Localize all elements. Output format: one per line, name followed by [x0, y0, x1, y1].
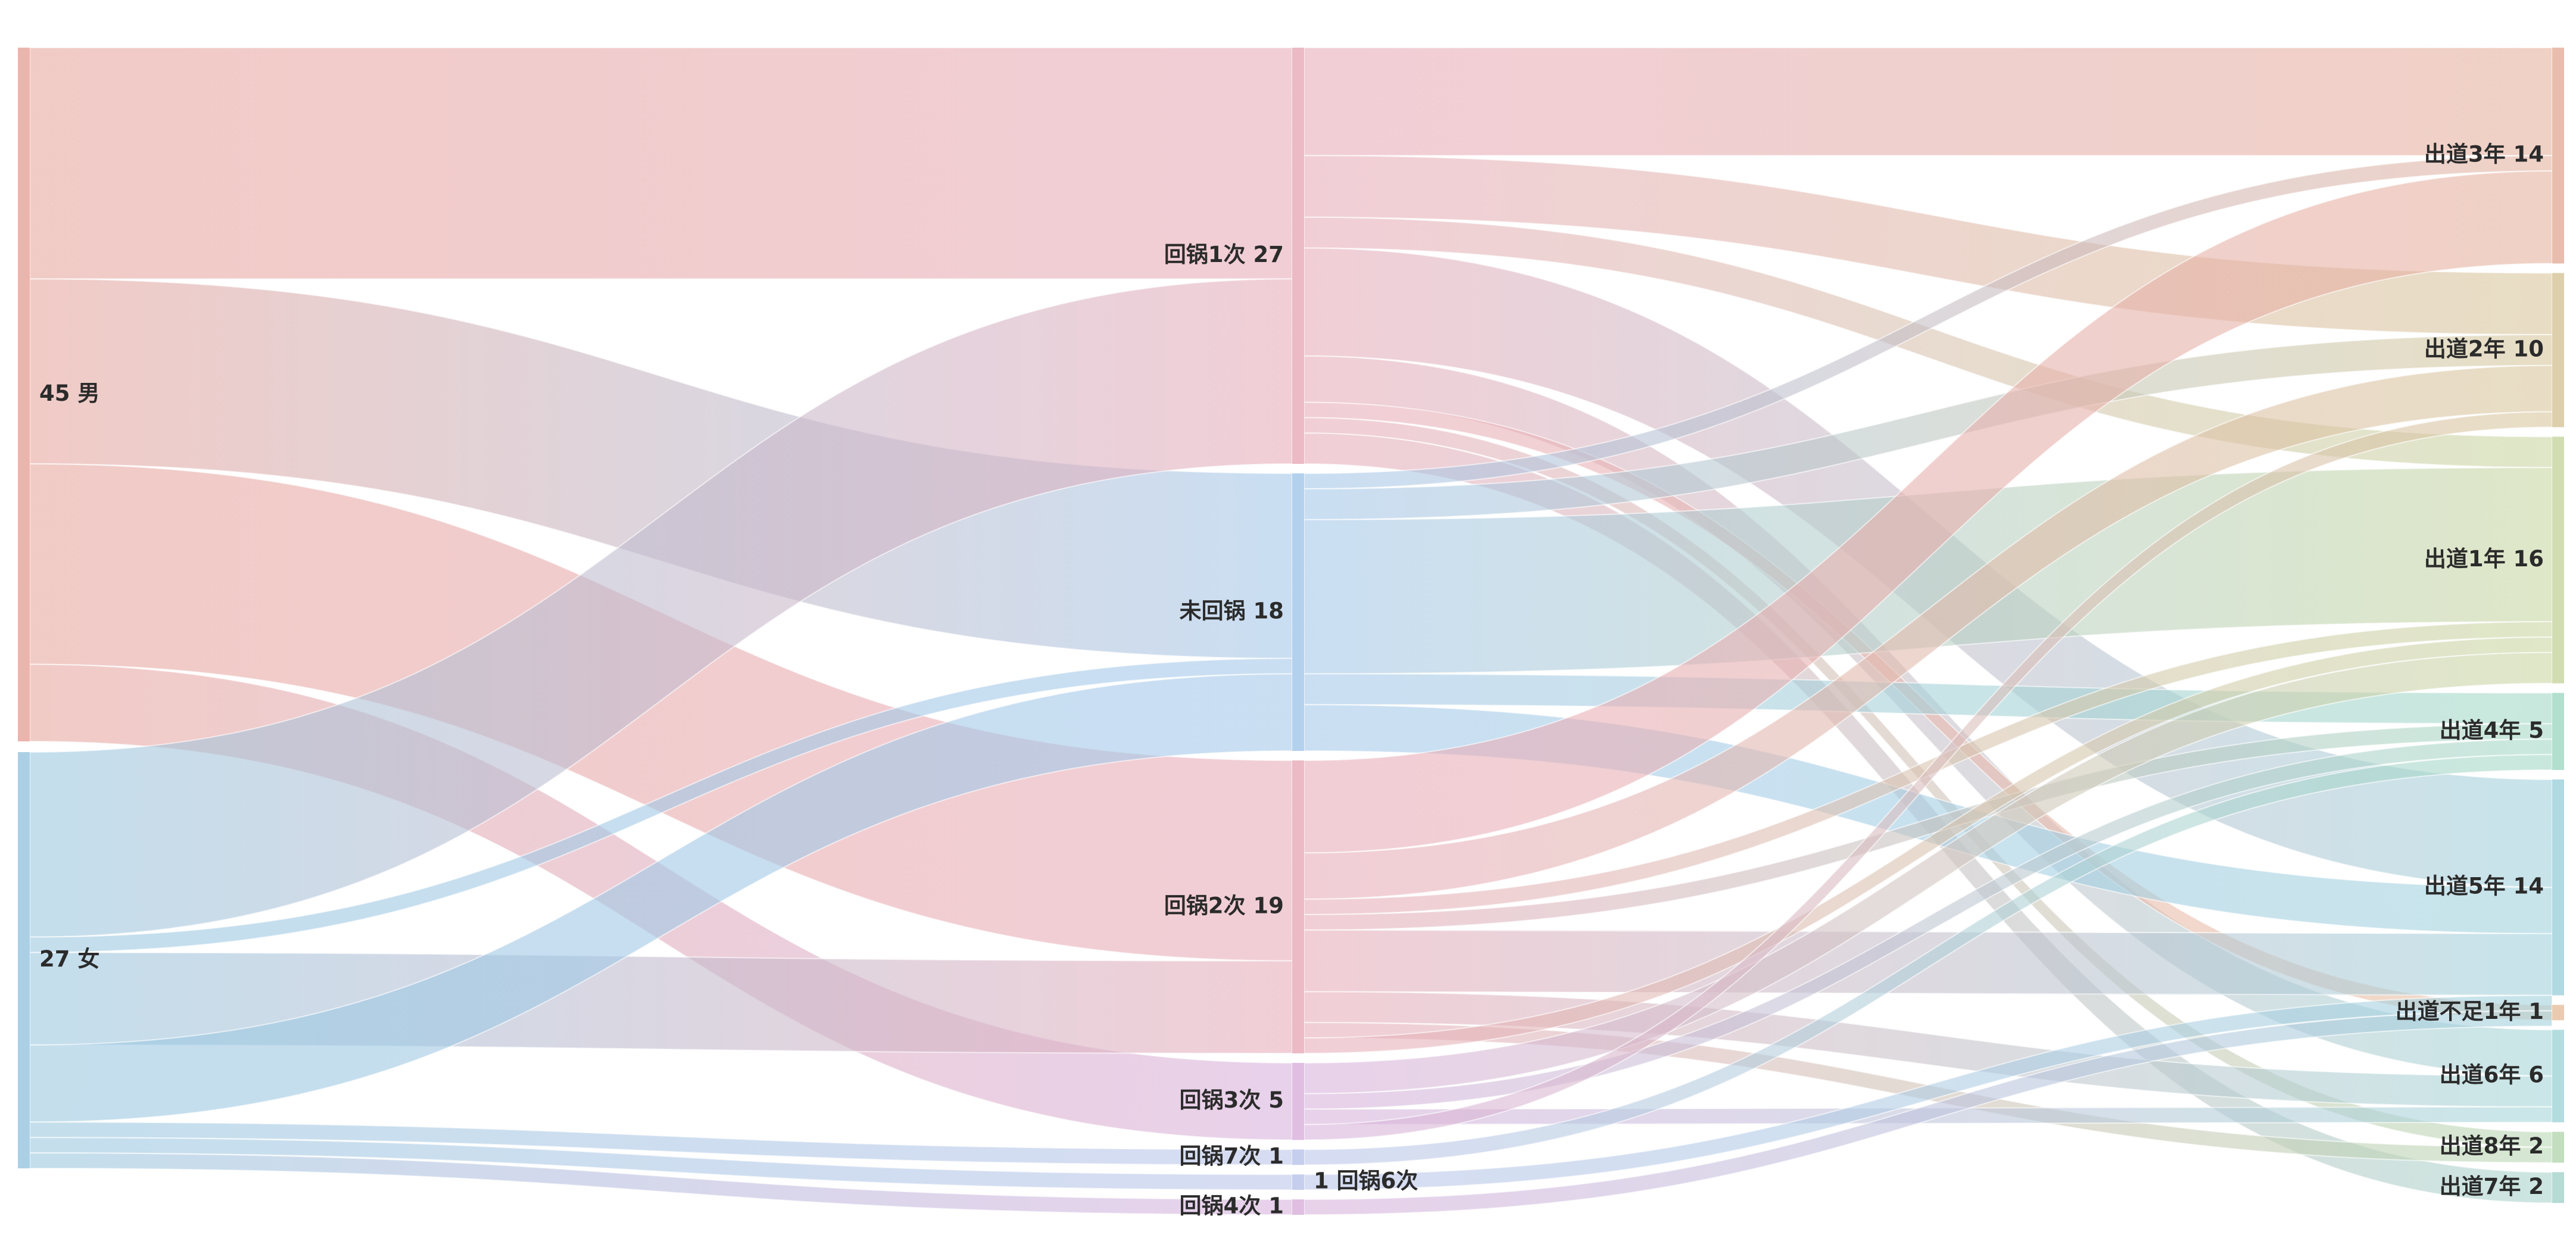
sankey-node-出道7年 [2552, 1172, 2564, 1203]
sankey-node-label-男: 45 男 [39, 381, 99, 406]
sankey-node-label-回锅4次: 回锅4次 1 [1180, 1193, 1284, 1219]
sankey-node-label-回锅3次: 回锅3次 5 [1180, 1087, 1284, 1113]
links-layer [29, 46, 2553, 1216]
sankey-node-出道6年 [2552, 1030, 2564, 1122]
sankey-node-出道3年 [2552, 48, 2564, 264]
sankey-node-label-出道不足1年: 出道不足1年 1 [2396, 999, 2544, 1024]
sankey-node-label-回锅7次: 回锅7次 1 [1180, 1143, 1284, 1169]
sankey-node-label-出道2年: 出道2年 10 [2424, 336, 2544, 361]
sankey-link-回锅4次-出道5年 [1303, 1010, 2553, 1216]
sankey-node-出道不足1年 [2552, 1005, 2564, 1021]
sankey-node-未回锅 [1292, 473, 1304, 751]
sankey-node-label-出道5年: 出道5年 14 [2424, 874, 2544, 899]
nodes-layer [18, 48, 2564, 1215]
sankey-link-回锅1次-出道3年 [1303, 46, 2553, 157]
sankey-link-男-回锅1次 [29, 46, 1293, 280]
sankey-node-男 [18, 48, 30, 741]
sankey-node-label-出道3年: 出道3年 14 [2424, 142, 2544, 167]
sankey-node-label-回锅1次: 回锅1次 27 [1164, 242, 1284, 267]
sankey-link-回锅3次-出道1年 [1303, 651, 2553, 1095]
sankey-node-label-出道4年: 出道4年 5 [2440, 718, 2544, 743]
sankey-node-label-出道6年: 出道6年 6 [2440, 1062, 2544, 1088]
sankey-node-回锅6次 [1292, 1174, 1304, 1190]
sankey-node-label-未回锅: 未回锅 18 [1180, 598, 1284, 624]
labels-layer: 45 男 27 女 回锅1次 27 未回锅 18 回锅2次 19 回锅3次 5 回锅7次 1… [39, 142, 2544, 1219]
sankey-node-回锅7次 [1292, 1149, 1304, 1165]
sankey-node-label-女: 27 女 [39, 946, 99, 972]
sankey-node-回锅2次 [1292, 760, 1304, 1053]
sankey-node-label-出道7年: 出道7年 2 [2440, 1174, 2544, 1199]
sankey-node-出道2年 [2552, 273, 2564, 428]
sankey-node-回锅3次 [1292, 1062, 1304, 1140]
sankey-node-label-回锅6次: 1 回锅6次 [1314, 1168, 1418, 1194]
sankey-node-出道4年 [2552, 693, 2564, 770]
sankey-node-出道5年 [2552, 779, 2564, 996]
sankey-node-label-出道1年: 出道1年 16 [2424, 546, 2544, 572]
sankey-node-回锅1次 [1292, 48, 1304, 464]
sankey-node-label-回锅2次: 回锅2次 19 [1164, 893, 1284, 918]
sankey-node-出道8年 [2552, 1131, 2564, 1163]
sankey-node-出道1年 [2552, 436, 2564, 684]
sankey-node-label-出道8年: 出道8年 2 [2440, 1133, 2544, 1159]
sankey-node-女 [18, 752, 30, 1168]
sankey-node-回锅4次 [1292, 1199, 1304, 1215]
